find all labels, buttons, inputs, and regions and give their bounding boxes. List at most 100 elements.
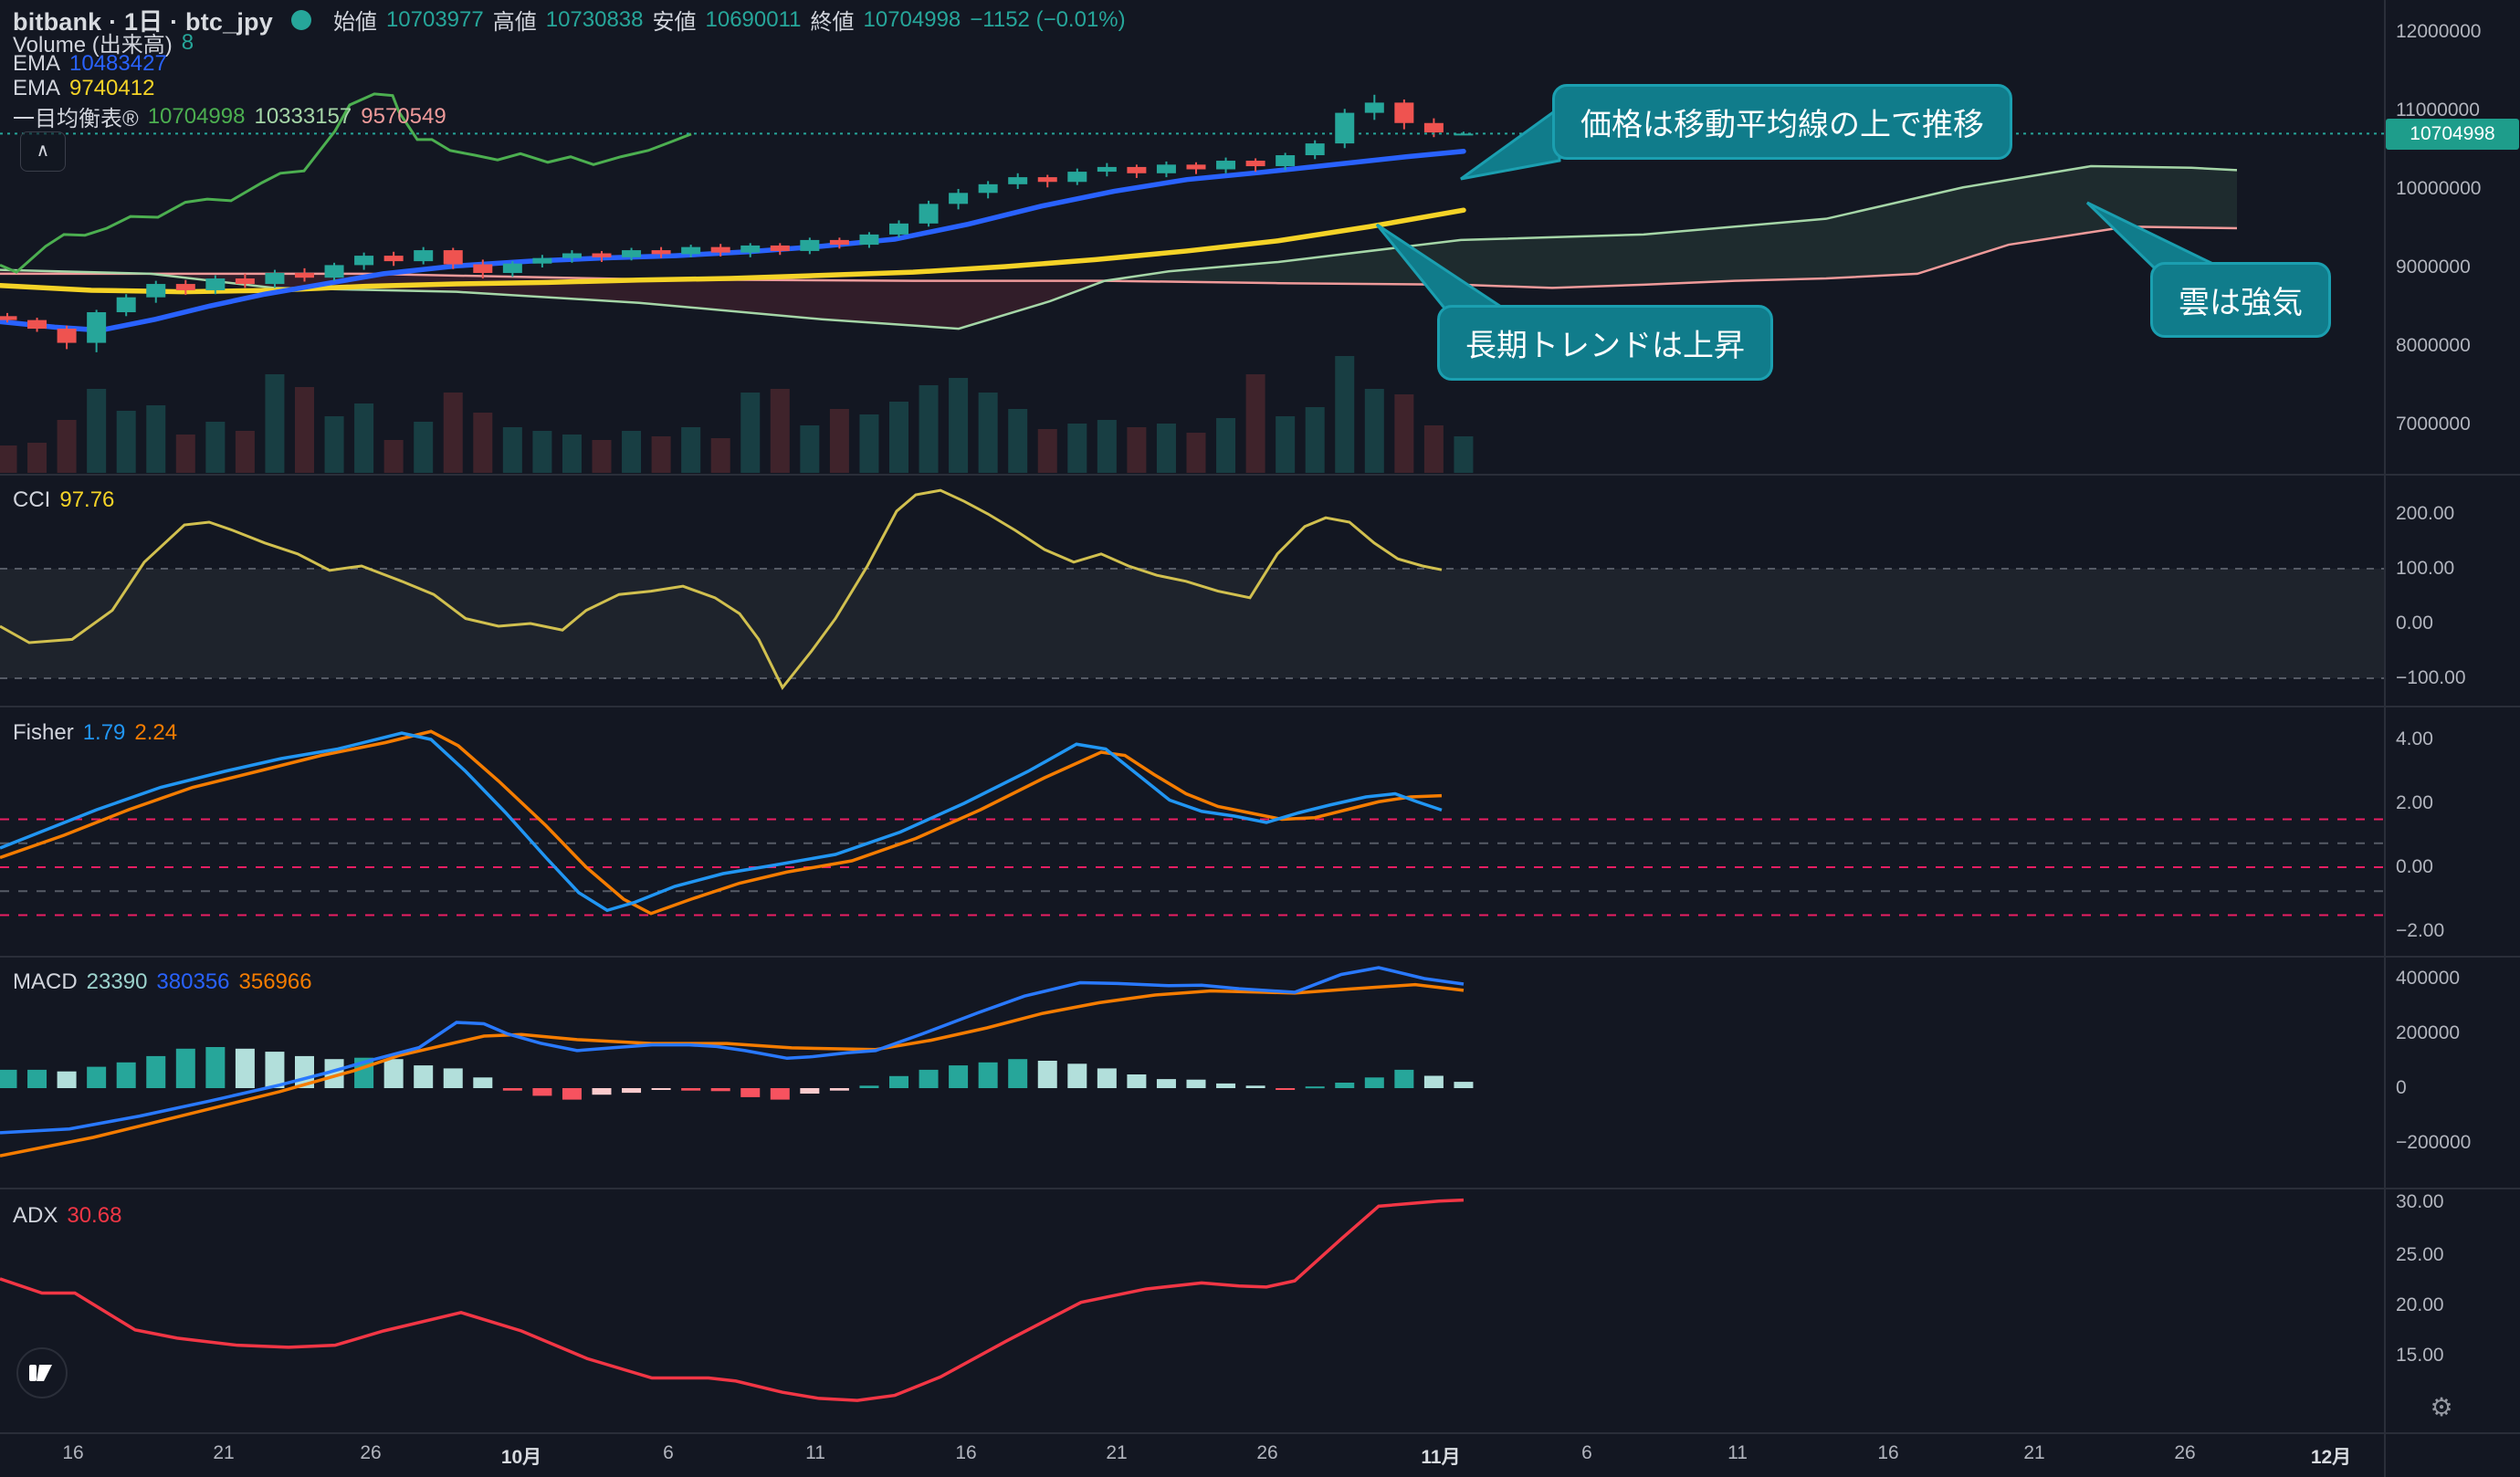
volume-bar bbox=[1394, 394, 1414, 473]
macd-histogram-bar bbox=[1364, 1077, 1384, 1088]
time-axis-label[interactable]: 16 bbox=[1877, 1442, 1899, 1463]
fisher-legend[interactable]: Fisher 1.79 2.24 bbox=[13, 720, 177, 746]
low-label: 安値 bbox=[652, 10, 697, 35]
change-value: −1152 (−0.01%) bbox=[970, 6, 1126, 32]
macd-histogram-bar bbox=[1335, 1083, 1355, 1088]
collapse-legend-button[interactable]: ∧ bbox=[20, 131, 66, 172]
candle-body bbox=[978, 183, 998, 194]
annotation-long-term-trend: 長期トレンドは上昇 bbox=[1437, 305, 1773, 381]
high-label: 高値 bbox=[492, 10, 537, 35]
time-axis-label[interactable]: 12月 bbox=[2310, 1447, 2352, 1468]
cci-band bbox=[0, 569, 2385, 678]
candle-body bbox=[829, 239, 849, 246]
volume-bar bbox=[1097, 420, 1117, 473]
fisher-axis-label: 2.00 bbox=[2396, 792, 2433, 813]
adx-legend[interactable]: ADX 30.68 bbox=[13, 1203, 121, 1229]
volume-bar bbox=[592, 440, 612, 473]
macd-histogram-bar bbox=[1245, 1085, 1265, 1088]
time-axis-label[interactable]: 6 bbox=[663, 1442, 674, 1463]
volume-bar bbox=[740, 393, 761, 473]
time-axis-label[interactable]: 11 bbox=[1727, 1442, 1748, 1463]
macd-histogram-bar bbox=[1127, 1074, 1147, 1088]
volume-bar bbox=[414, 422, 434, 473]
macd-histogram-bar bbox=[324, 1059, 344, 1088]
ema-fast-label: EMA bbox=[13, 51, 61, 76]
last-price-badge[interactable]: 10704998 bbox=[2386, 119, 2519, 150]
candle-body bbox=[1097, 166, 1117, 173]
time-axis-label[interactable]: 11 bbox=[805, 1442, 825, 1463]
symbol-title[interactable]: bitbank · 1日 · btc_jpy bbox=[13, 8, 273, 36]
volume-bar bbox=[27, 443, 47, 473]
volume-bar bbox=[0, 445, 17, 473]
volume-bar bbox=[1037, 429, 1057, 473]
candle-body bbox=[146, 284, 166, 298]
volume-bar bbox=[1067, 424, 1087, 473]
candle-body bbox=[859, 234, 879, 246]
symbol-header[interactable]: bitbank · 1日 · btc_jpy 始値 10703977 高値 10… bbox=[13, 2, 1126, 37]
time-axis-label[interactable]: 21 bbox=[1106, 1442, 1128, 1463]
volume-bar bbox=[1186, 433, 1206, 473]
cci-line bbox=[0, 488, 1443, 690]
macd-histogram-bar bbox=[57, 1071, 77, 1088]
adx-axis-label: 15.00 bbox=[2396, 1345, 2444, 1366]
macd-histogram-bar bbox=[1216, 1083, 1236, 1088]
macd-histogram-bar bbox=[1423, 1075, 1444, 1088]
time-axis-label[interactable]: 26 bbox=[360, 1442, 382, 1463]
candle-body bbox=[651, 250, 671, 255]
tradingview-logo-icon bbox=[29, 1365, 52, 1381]
macd-axis-label: 0 bbox=[2396, 1077, 2407, 1098]
time-axis-label[interactable]: 10月 bbox=[500, 1447, 542, 1468]
candle-body bbox=[443, 250, 463, 265]
time-axis-label[interactable]: 21 bbox=[2023, 1442, 2045, 1463]
cci-axis-label: 100.00 bbox=[2396, 558, 2455, 579]
candle-body bbox=[205, 278, 226, 290]
macd-axis-label: −200000 bbox=[2396, 1132, 2472, 1153]
time-axis-label[interactable]: 26 bbox=[2174, 1442, 2196, 1463]
candle-body bbox=[562, 253, 582, 258]
candle-body bbox=[1186, 164, 1206, 170]
tradingview-logo[interactable] bbox=[16, 1347, 68, 1398]
ichimoku-lagging-value: 10704998 bbox=[147, 103, 246, 129]
macd-histogram-bar bbox=[592, 1088, 612, 1095]
ichimoku-legend[interactable]: 一目均衡表® 10704998 10333157 9570549 bbox=[13, 100, 446, 132]
time-axis-label[interactable]: 16 bbox=[955, 1442, 977, 1463]
macd-histogram-bar bbox=[562, 1088, 582, 1100]
time-axis-label[interactable]: 11月 bbox=[1421, 1447, 1461, 1468]
macd-histogram-bar bbox=[829, 1088, 849, 1091]
cci-axis-label: 0.00 bbox=[2396, 613, 2433, 634]
macd-histogram-bar bbox=[87, 1066, 107, 1088]
volume-bar bbox=[473, 413, 493, 473]
macd-histogram-bar bbox=[1186, 1079, 1206, 1088]
candle-body bbox=[0, 316, 17, 320]
volume-bar bbox=[1364, 389, 1384, 473]
macd-histogram-bar bbox=[800, 1088, 820, 1094]
cci-legend[interactable]: CCI 97.76 bbox=[13, 487, 114, 513]
macd-histogram-bar bbox=[1067, 1063, 1087, 1088]
volume-bar bbox=[1335, 356, 1355, 473]
volume-bar bbox=[681, 427, 701, 473]
macd-legend[interactable]: MACD 23390 380356 356966 bbox=[13, 969, 312, 995]
volume-bar bbox=[265, 374, 285, 473]
macd-histogram-bar bbox=[1097, 1068, 1117, 1088]
macd-histogram-bar bbox=[919, 1069, 939, 1088]
time-axis-label[interactable]: 26 bbox=[1256, 1442, 1278, 1463]
ema-fast-legend[interactable]: EMA 10483427 bbox=[13, 51, 167, 77]
time-axis-label[interactable]: 21 bbox=[213, 1442, 235, 1463]
candle-body bbox=[949, 193, 969, 204]
axis-settings-button[interactable]: ⚙ bbox=[2421, 1388, 2462, 1428]
ema-slow-legend[interactable]: EMA 9740412 bbox=[13, 76, 154, 101]
time-axis-label[interactable]: 16 bbox=[62, 1442, 84, 1463]
macd-histogram-bar bbox=[235, 1048, 255, 1088]
candle-body bbox=[1127, 166, 1147, 173]
macd-histogram-bar bbox=[532, 1088, 552, 1096]
volume-legend[interactable]: Volume (出来高) 8 bbox=[13, 26, 194, 58]
fisher-label: Fisher bbox=[13, 720, 74, 745]
fisher-signal-line bbox=[0, 729, 1443, 916]
price-axis-label: 11000000 bbox=[2396, 100, 2480, 120]
candle-body bbox=[1335, 112, 1355, 144]
candle-body bbox=[235, 278, 255, 285]
macd-axis-label: 400000 bbox=[2396, 968, 2461, 989]
fisher-axis-label: 4.00 bbox=[2396, 728, 2433, 749]
time-axis-label[interactable]: 6 bbox=[1581, 1442, 1592, 1463]
